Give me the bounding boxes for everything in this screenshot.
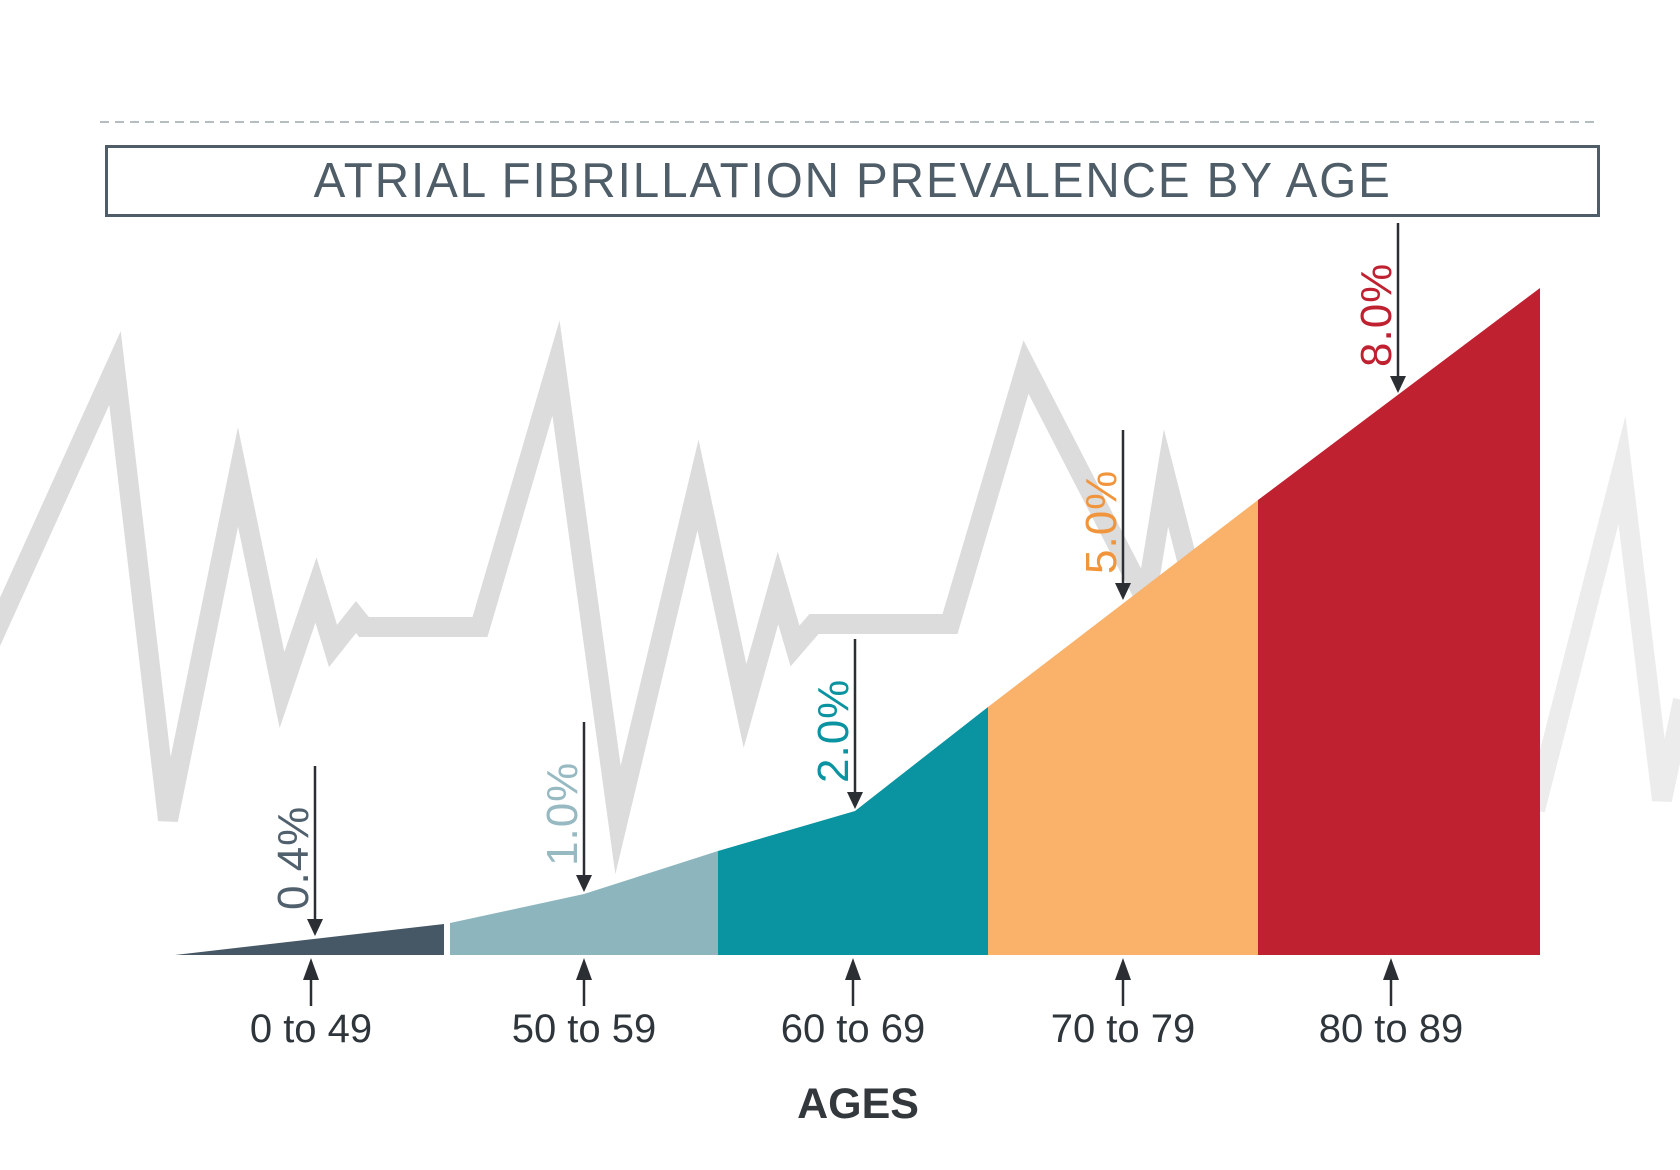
value-label-0.4%: 0.4% [269,806,318,910]
value-label-8.0%: 8.0% [1352,263,1401,367]
area-segment-60-to-69 [718,707,988,955]
value-arrow-head [307,919,323,936]
value-label-1.0%: 1.0% [538,762,587,866]
area-segment-70-to-79 [988,500,1258,955]
value-arrow-head [1390,376,1406,393]
title-box: ATRIAL FIBRILLATION PREVALENCE BY AGE [105,145,1600,217]
category-label-80-to-89: 80 to 89 [1319,1007,1464,1051]
category-label-0-to-49: 0 to 49 [250,1007,372,1051]
value-label-5.0%: 5.0% [1077,470,1126,574]
axis-tick-arrow-head [845,958,861,980]
category-label-70-to-79: 70 to 79 [1051,1007,1196,1051]
category-label-60-to-69: 60 to 69 [781,1007,926,1051]
value-arrow-head [576,875,592,892]
x-axis-title: AGES [797,1080,919,1128]
axis-tick-arrow-head [303,958,319,980]
area-segment-50-to-59 [450,851,718,955]
axis-tick-arrow-head [1115,958,1131,980]
ekg-heartbeat-line [0,320,1220,875]
ekg-heartbeat-line-right [1525,415,1680,813]
axis-tick-arrow-head [576,958,592,980]
area-segment-80-to-89 [1258,288,1540,955]
area-segment-0-to-49 [175,924,444,955]
category-label-50-to-59: 50 to 59 [512,1007,657,1051]
chart-title: ATRIAL FIBRILLATION PREVALENCE BY AGE [313,154,1392,208]
value-arrow-head [1115,583,1131,600]
value-label-2.0%: 2.0% [809,679,858,783]
axis-tick-arrow-head [1383,958,1399,980]
value-arrow-head [847,792,863,809]
